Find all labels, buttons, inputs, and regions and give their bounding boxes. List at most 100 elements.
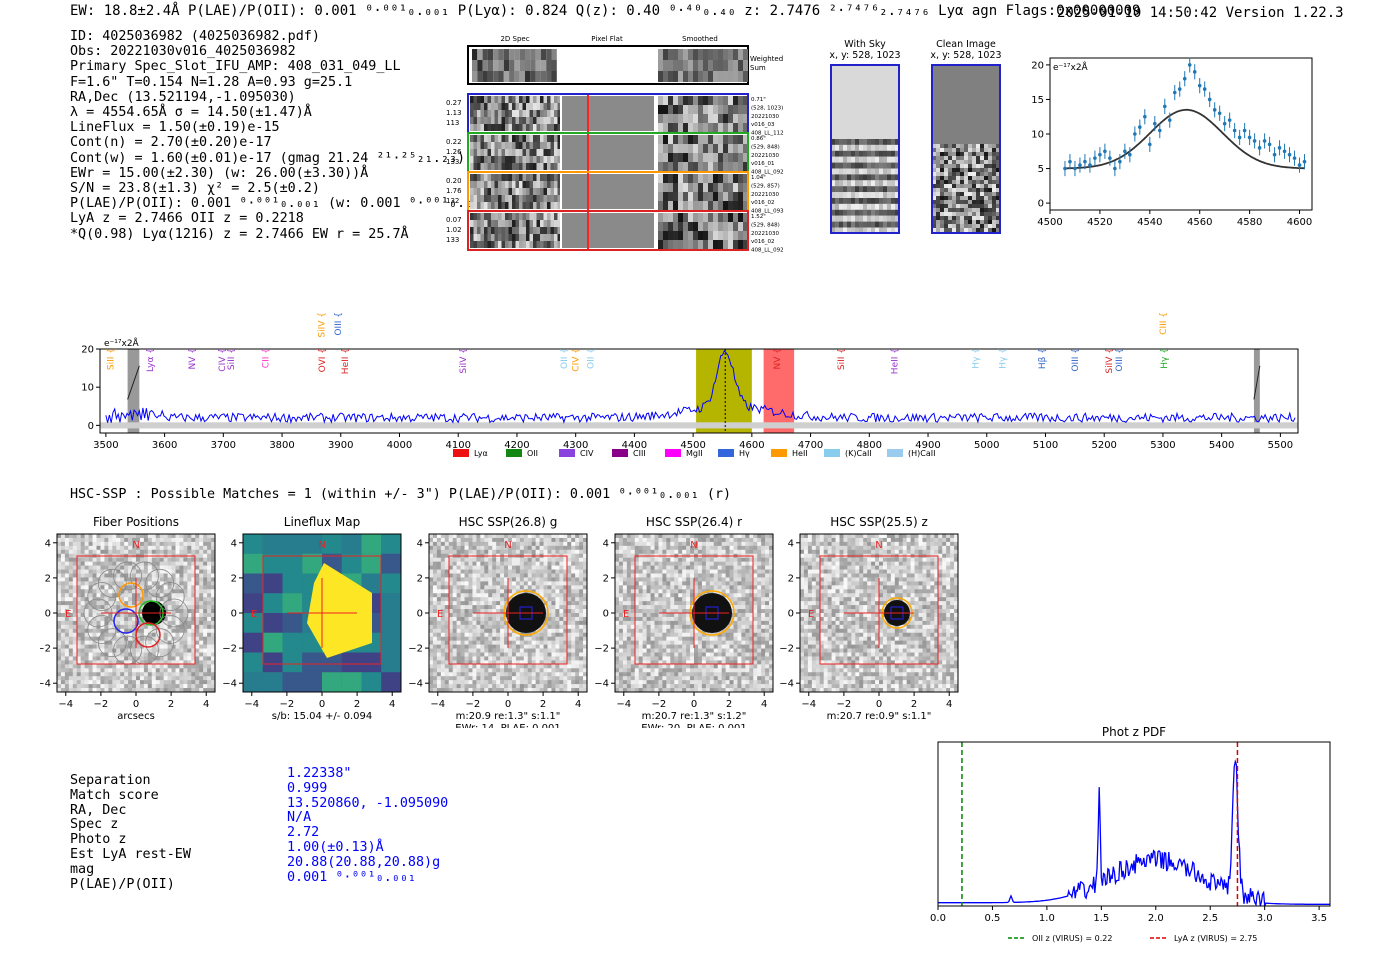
- line-marker-label: Hγ {: [1160, 348, 1170, 369]
- pixel: [104, 616, 109, 622]
- pixel: [575, 573, 580, 578]
- pixel: [464, 668, 469, 673]
- pixel: [139, 664, 145, 669]
- pixel: [571, 577, 576, 582]
- pixel: [440, 534, 446, 539]
- pixel: [440, 545, 446, 551]
- pixel: [60, 561, 66, 566]
- pixel: [567, 557, 572, 562]
- search-box: [76, 555, 196, 665]
- pixel: [444, 561, 450, 566]
- pixel: [72, 680, 78, 685]
- pixel: [128, 644, 133, 649]
- pixel: [139, 601, 145, 606]
- pixel: [871, 174, 875, 181]
- pixel: [718, 144, 723, 153]
- pixel: [183, 585, 188, 590]
- pixel: [456, 581, 461, 586]
- pixel: [703, 144, 708, 153]
- pixel: [492, 601, 497, 606]
- pixel: [155, 565, 160, 570]
- pixel: [199, 553, 204, 558]
- pixel: [496, 557, 501, 562]
- pixel: [143, 557, 149, 562]
- pixel: [496, 581, 501, 586]
- pixel: [515, 537, 521, 543]
- pixel: [136, 632, 141, 637]
- pixel: [678, 183, 683, 192]
- pixel: [579, 624, 584, 630]
- pixel: [940, 176, 944, 180]
- pixel: [500, 636, 505, 641]
- pixel: [473, 124, 477, 131]
- pixel: [529, 195, 533, 202]
- pixel: [472, 652, 477, 657]
- pixel: [472, 577, 477, 582]
- pixel: [136, 684, 141, 689]
- pixel: [988, 208, 992, 212]
- pixel: [195, 573, 200, 578]
- pixel: [163, 628, 168, 634]
- pixel: [88, 609, 93, 614]
- pixel: [487, 124, 491, 131]
- pixel: [509, 60, 515, 71]
- pixel: [960, 204, 964, 208]
- pixel: [84, 569, 89, 574]
- pixel: [522, 156, 526, 163]
- pixel: [147, 676, 153, 681]
- pixel: [980, 224, 984, 228]
- pixel: [104, 648, 109, 653]
- pixel: [207, 616, 212, 622]
- pixel: [468, 668, 473, 673]
- pixel: [512, 181, 516, 188]
- pixel: [468, 624, 473, 630]
- pixel: [859, 186, 863, 193]
- pixel: [167, 569, 172, 574]
- pixel: [500, 581, 505, 586]
- line-marker-label: Hβ {: [1038, 348, 1048, 369]
- pixel: [555, 652, 560, 657]
- pixel: [839, 221, 843, 228]
- pixel: [531, 569, 536, 574]
- pixel: [480, 181, 484, 188]
- pixel: [743, 71, 748, 82]
- pixel: [492, 636, 497, 641]
- pixel: [104, 660, 109, 665]
- pixel: [550, 234, 554, 241]
- pixel: [452, 664, 457, 669]
- pixel: [557, 142, 561, 149]
- pixel: [494, 241, 498, 248]
- pixel: [68, 609, 74, 614]
- pixel: [494, 181, 498, 188]
- pixel: [183, 601, 188, 606]
- pixel: [203, 581, 208, 586]
- pixel: [512, 163, 516, 170]
- pixel: [575, 581, 580, 586]
- pixel: [964, 224, 968, 228]
- pixel: [195, 585, 200, 590]
- pixel: [505, 103, 509, 110]
- pixel: [555, 569, 560, 574]
- pixel: [361, 534, 382, 554]
- pixel: [535, 534, 540, 539]
- pixel: [487, 135, 491, 142]
- pixel: [511, 545, 517, 551]
- pixel: [432, 668, 438, 673]
- pixel: [940, 172, 944, 176]
- pixel: [456, 597, 461, 602]
- pixel: [64, 585, 70, 590]
- pixel: [480, 110, 484, 117]
- pixel: [523, 573, 529, 578]
- pixel: [491, 202, 495, 209]
- pixel: [100, 652, 105, 657]
- pixel: [683, 174, 688, 183]
- pixel: [944, 172, 948, 176]
- pixel: [557, 110, 561, 117]
- pixel: [195, 593, 200, 598]
- data-point: [1202, 87, 1207, 91]
- pixel: [175, 537, 180, 543]
- pixel: [60, 680, 66, 685]
- pixel: [984, 148, 988, 152]
- pixel: [523, 636, 529, 641]
- pixel: [500, 597, 505, 602]
